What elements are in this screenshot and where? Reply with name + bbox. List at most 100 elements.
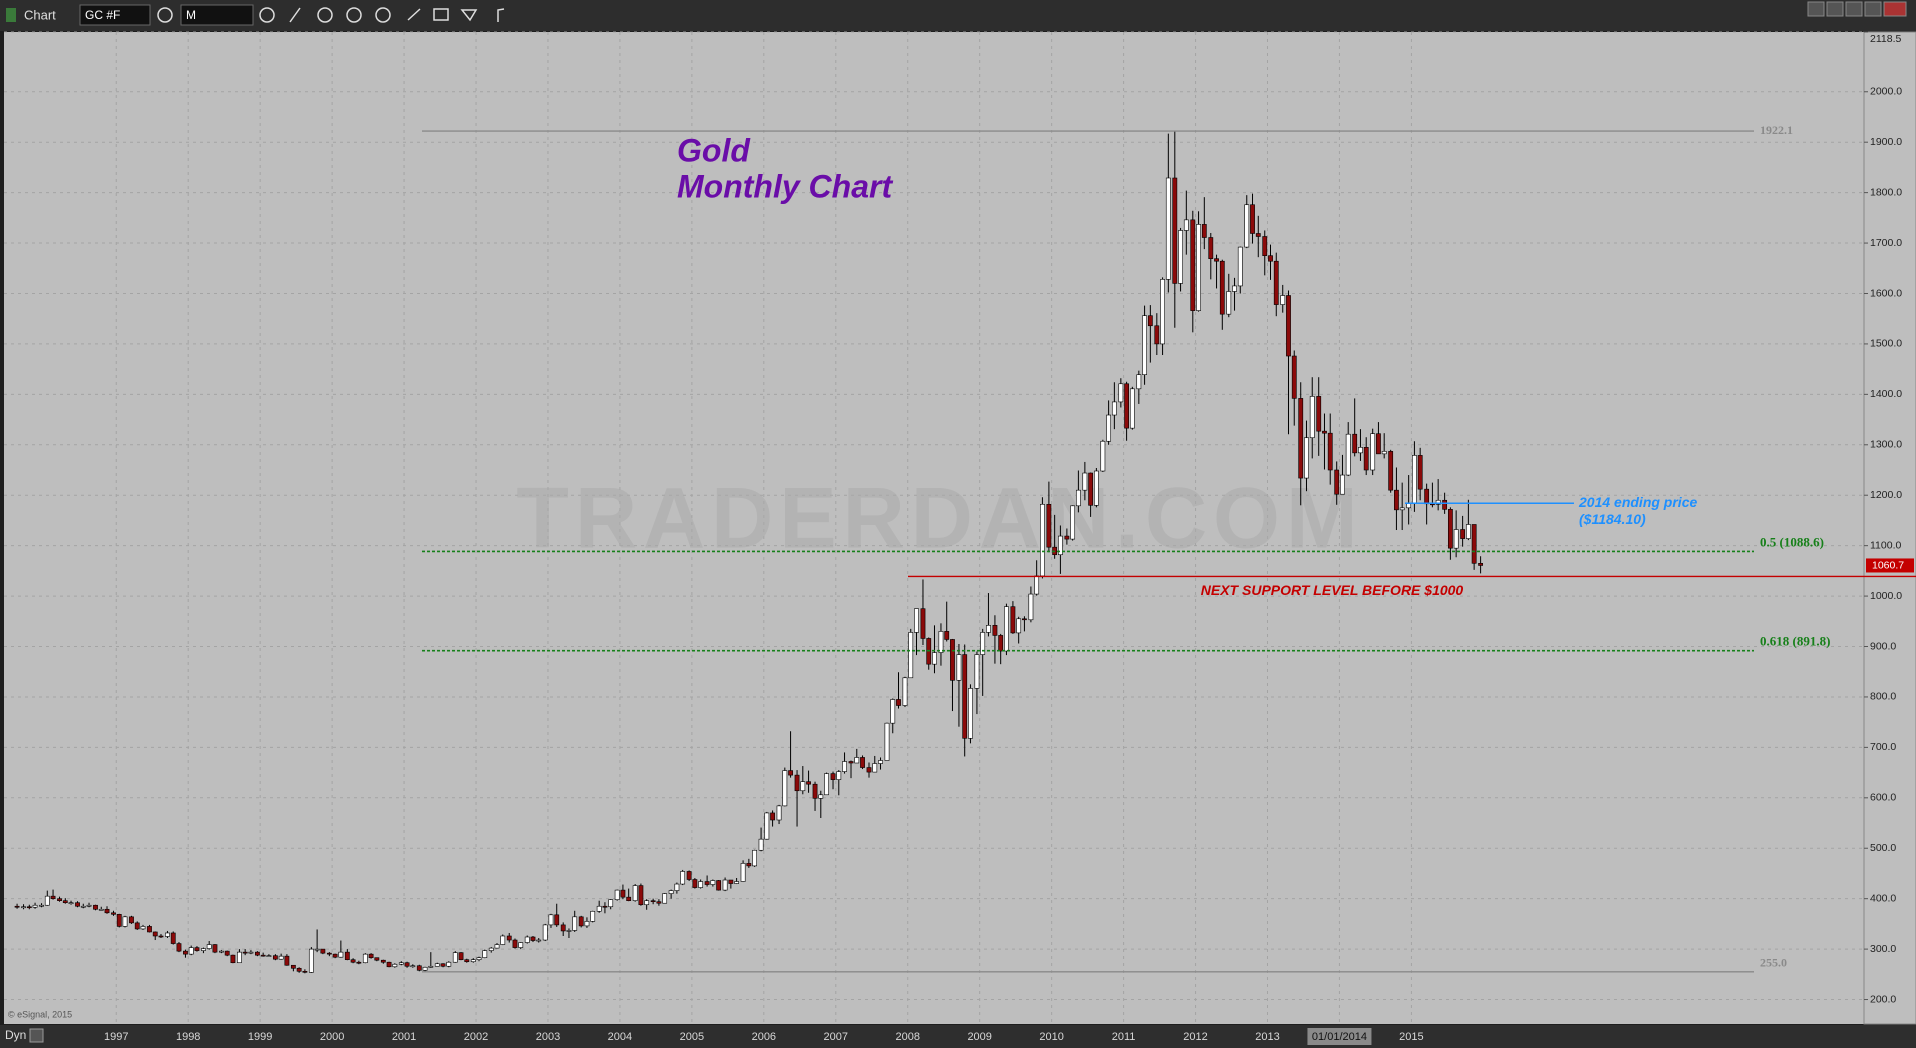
y-tick-label: 1600.0 (1870, 287, 1902, 299)
candle-body (1093, 470, 1099, 506)
candle-body (944, 631, 950, 640)
y-tick-label: 800.0 (1870, 691, 1896, 703)
candle-body (1034, 575, 1040, 595)
candle-body (440, 963, 446, 967)
candle-body (338, 951, 344, 958)
candle-body (374, 957, 380, 961)
candle-body (111, 912, 116, 915)
candle-body (254, 951, 260, 956)
candle-body (1124, 383, 1129, 429)
candle-body (230, 954, 236, 964)
candle-body (57, 898, 62, 901)
candle-body (818, 794, 824, 799)
candle-body (278, 955, 284, 960)
price-axis (1863, 31, 1916, 1025)
candle-body (476, 957, 482, 960)
candle-body (290, 964, 296, 969)
candle-body (1178, 230, 1183, 284)
candle-body (165, 932, 170, 937)
y-tick-label: 1200.0 (1870, 489, 1902, 501)
candle-body (1064, 535, 1070, 540)
y-tick-label: 1300.0 (1870, 439, 1902, 451)
candle-body (494, 944, 500, 949)
candle-body (1232, 285, 1237, 292)
candle-body (752, 849, 757, 867)
candle-body (1106, 414, 1112, 442)
candle-body (716, 880, 722, 891)
y-tick-label: 300.0 (1870, 943, 1896, 955)
axes: 200.0 300.0 400.0 500.0 600.0 700.0 800.0 900.0… (104, 31, 1914, 1045)
toolbar (0, 0, 1916, 31)
interval[interactable]: M (186, 8, 196, 22)
x-tick-label: 2004 (608, 1031, 632, 1043)
x-tick-label: 2008 (895, 1031, 919, 1043)
y-tick-label: 600.0 (1870, 792, 1896, 804)
mode: Dyn (5, 1028, 26, 1042)
candle-body (584, 921, 590, 927)
candle-body (356, 961, 362, 964)
symbol[interactable]: GC #F (85, 8, 120, 22)
candle-body (75, 902, 80, 907)
candle-body (770, 812, 775, 821)
candle-body (722, 879, 728, 891)
candle-body (237, 951, 242, 964)
symbol-box[interactable] (79, 4, 151, 26)
candle-body (1226, 291, 1232, 315)
candle-body (1196, 224, 1201, 311)
candle-body (1471, 524, 1477, 564)
y-tick-label: 1100.0 (1870, 539, 1901, 551)
candle-body (776, 805, 782, 821)
candle-body (590, 910, 596, 922)
candle-body (212, 944, 218, 953)
candle-body (392, 963, 398, 968)
candle-body (488, 947, 494, 951)
mode-button[interactable] (29, 1028, 44, 1043)
toolbar-icons[interactable] (157, 7, 505, 23)
candle-body (350, 959, 356, 963)
candle-body (1447, 509, 1453, 549)
candle-body (302, 970, 308, 973)
candle-body (80, 905, 86, 908)
candle-body (956, 654, 962, 681)
candle-body (1172, 177, 1178, 284)
candle-body (860, 757, 865, 768)
candle-body (560, 924, 566, 932)
last-price-label: 1060.7 (1872, 559, 1904, 571)
candle-body (1214, 258, 1219, 262)
candle-body (548, 914, 554, 926)
candle-body (1286, 295, 1291, 357)
candle-body (1058, 535, 1063, 556)
candle-body (14, 905, 20, 908)
interval-box[interactable] (180, 4, 254, 26)
x-tick-label: 2007 (824, 1031, 848, 1043)
candle-body (662, 893, 668, 904)
candle-body (1142, 315, 1147, 375)
candle-body (296, 967, 302, 972)
candle-body (201, 948, 206, 951)
candle-body (656, 901, 662, 904)
candle-body (308, 948, 314, 973)
candle-body (44, 895, 50, 906)
candle-body (824, 773, 829, 796)
x-tick-highlight (1307, 1028, 1372, 1045)
candle-body (188, 947, 194, 955)
annotations: 1922.1 0.5 (1088.6) NEXT SUPPORT LEVEL BEF… (422, 123, 1916, 973)
candle-body (650, 900, 656, 903)
candle-body (1273, 260, 1279, 305)
candle-body (470, 959, 476, 963)
window-buttons[interactable] (1807, 1, 1907, 17)
candle-body (398, 962, 404, 965)
candle-body (1262, 236, 1268, 256)
candle-body (680, 871, 686, 885)
candle-body (626, 896, 632, 901)
x-tick-label: 01/01/2014 (1312, 1031, 1367, 1043)
y-tick-label: 1800.0 (1870, 186, 1902, 198)
candle-body (632, 885, 638, 901)
candle-body (698, 881, 704, 888)
candle-body (284, 955, 290, 966)
candle-body (1082, 472, 1088, 491)
candle-body (386, 961, 392, 968)
x-tick-label: 2013 (1255, 1031, 1279, 1043)
